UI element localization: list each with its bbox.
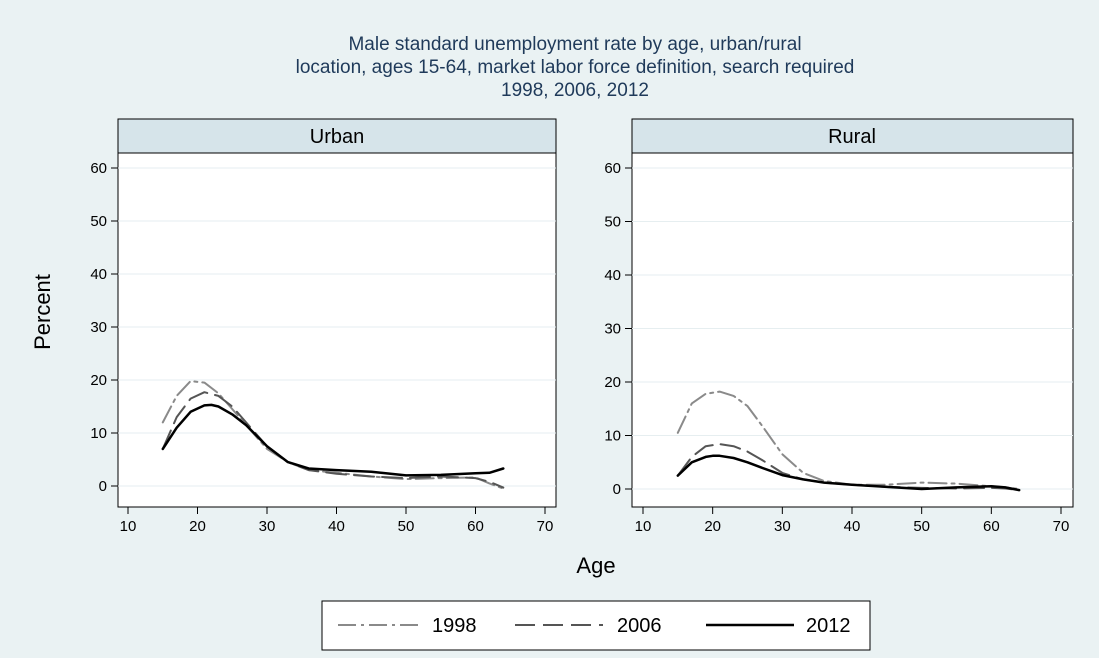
panel-urban-header — [117, 118, 557, 154]
x-tick-label-rural-40: 40 — [844, 518, 861, 535]
y-tick-label-urban-10: 10 — [90, 425, 107, 442]
panel-urban-series — [161, 380, 505, 490]
x-tick-label-urban-10: 10 — [120, 518, 137, 535]
panel-urban-y-ticks: 0 10 20 30 40 50 60 — [90, 160, 118, 495]
panel-urban-x-ticks: 10 20 30 40 50 60 70 — [120, 507, 554, 535]
y-tick-label-urban-0: 0 — [99, 478, 107, 495]
panel-urban: Urban 0 10 20 30 40 50 60 10 20 30 40 50 60 70 — [90, 118, 557, 535]
series-line-rural-1998 — [676, 390, 1021, 490]
x-tick-label-urban-20: 20 — [189, 518, 206, 535]
y-tick-label-rural-0: 0 — [613, 481, 621, 498]
title-line-2: location, ages 15-64, market labor force… — [296, 57, 855, 78]
x-tick-label-rural-70: 70 — [1053, 518, 1070, 535]
y-tick-label-rural-20: 20 — [604, 374, 621, 391]
panel-rural-grid — [632, 167, 1073, 490]
y-axis-label: Percent — [30, 274, 55, 350]
panel-rural-series — [676, 390, 1021, 492]
y-tick-label-rural-50: 50 — [604, 214, 621, 231]
y-tick-label-rural-40: 40 — [604, 267, 621, 284]
series-line-urban-2012 — [161, 403, 505, 477]
y-tick-label-urban-50: 50 — [90, 213, 107, 230]
legend-label-1998: 1998 — [432, 615, 477, 637]
y-tick-label-urban-60: 60 — [90, 160, 107, 177]
x-tick-label-rural-20: 20 — [704, 518, 721, 535]
x-tick-label-rural-10: 10 — [635, 518, 652, 535]
legend: 1998 2006 2012 — [321, 600, 871, 651]
panel-urban-grid — [118, 167, 556, 487]
series-line-rural-2012 — [676, 454, 1021, 492]
chart-title: Male standard unemployment rate by age, … — [296, 34, 855, 101]
panel-rural: Rural 0 10 20 30 40 50 60 10 20 30 40 50 60 70 — [604, 118, 1074, 535]
panel-urban-label: Urban — [310, 126, 364, 148]
x-tick-label-rural-60: 60 — [983, 518, 1000, 535]
y-tick-label-urban-40: 40 — [90, 266, 107, 283]
x-tick-label-rural-30: 30 — [774, 518, 791, 535]
y-tick-label-rural-10: 10 — [604, 428, 621, 445]
x-tick-label-urban-30: 30 — [259, 518, 276, 535]
x-tick-label-rural-50: 50 — [913, 518, 930, 535]
panel-urban-plot-area — [117, 152, 557, 508]
legend-label-2006: 2006 — [617, 615, 662, 637]
panel-rural-plot-area — [631, 152, 1074, 508]
y-tick-label-rural-60: 60 — [604, 160, 621, 177]
title-line-1: Male standard unemployment rate by age, … — [348, 34, 801, 55]
y-tick-label-urban-30: 30 — [90, 319, 107, 336]
x-axis-label: Age — [576, 553, 615, 578]
x-tick-label-urban-70: 70 — [537, 518, 554, 535]
y-tick-label-urban-20: 20 — [90, 372, 107, 389]
panel-rural-label: Rural — [828, 126, 876, 148]
title-line-3: 1998, 2006, 2012 — [501, 80, 649, 101]
x-tick-label-urban-60: 60 — [467, 518, 484, 535]
x-tick-label-urban-50: 50 — [398, 518, 415, 535]
panel-rural-header — [631, 118, 1074, 154]
panel-rural-x-ticks: 10 20 30 40 50 60 70 — [635, 507, 1070, 535]
y-tick-label-rural-30: 30 — [604, 321, 621, 338]
x-tick-label-urban-40: 40 — [328, 518, 345, 535]
legend-label-2012: 2012 — [806, 615, 851, 637]
panel-rural-y-ticks: 0 10 20 30 40 50 60 — [604, 160, 632, 498]
